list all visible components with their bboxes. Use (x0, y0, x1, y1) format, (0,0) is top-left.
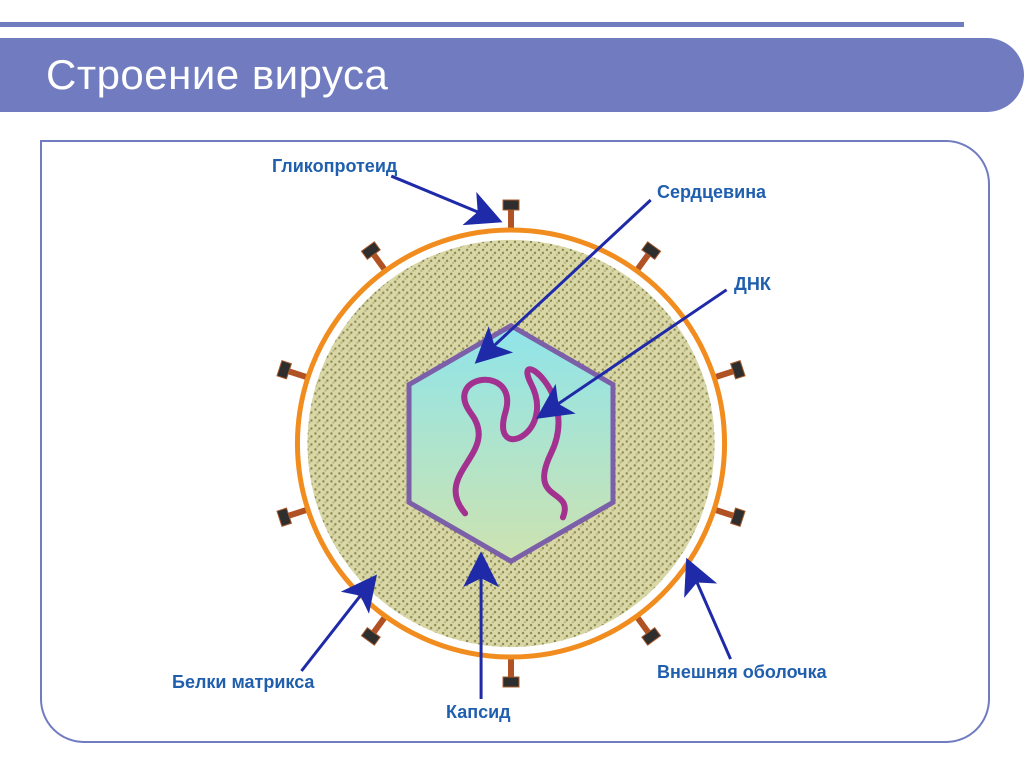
glycoprotein-spike (503, 655, 519, 687)
label-dna: ДНК (734, 274, 771, 295)
title-bar: Строение вируса (0, 0, 1024, 120)
label-envelope: Внешняя оболочка (657, 662, 827, 683)
slide-title: Строение вируса (46, 51, 388, 99)
glycoprotein-spike (629, 242, 661, 277)
top-stripe (0, 22, 964, 27)
pointer-arrow-matrix (301, 579, 373, 671)
glycoprotein-spike (629, 610, 661, 645)
virus-diagram: Гликопротеид Сердцевина ДНК Белки матрикса К… (42, 142, 988, 741)
label-core: Сердцевина (657, 182, 766, 203)
glycoprotein-spike (503, 200, 519, 232)
content-frame: Гликопротеид Сердцевина ДНК Белки матрикса К… (40, 140, 990, 743)
label-glycoprotein: Гликопротеид (272, 156, 397, 177)
glycoprotein-spike (361, 242, 393, 277)
pointer-arrow-glycoprotein (391, 176, 497, 220)
glycoprotein-spike (361, 610, 393, 645)
label-matrix: Белки матрикса (172, 672, 314, 693)
pointer-arrow-envelope (689, 563, 731, 659)
label-capsid: Капсид (446, 702, 511, 723)
title-band: Строение вируса (0, 38, 1024, 112)
virus-svg (42, 142, 988, 741)
